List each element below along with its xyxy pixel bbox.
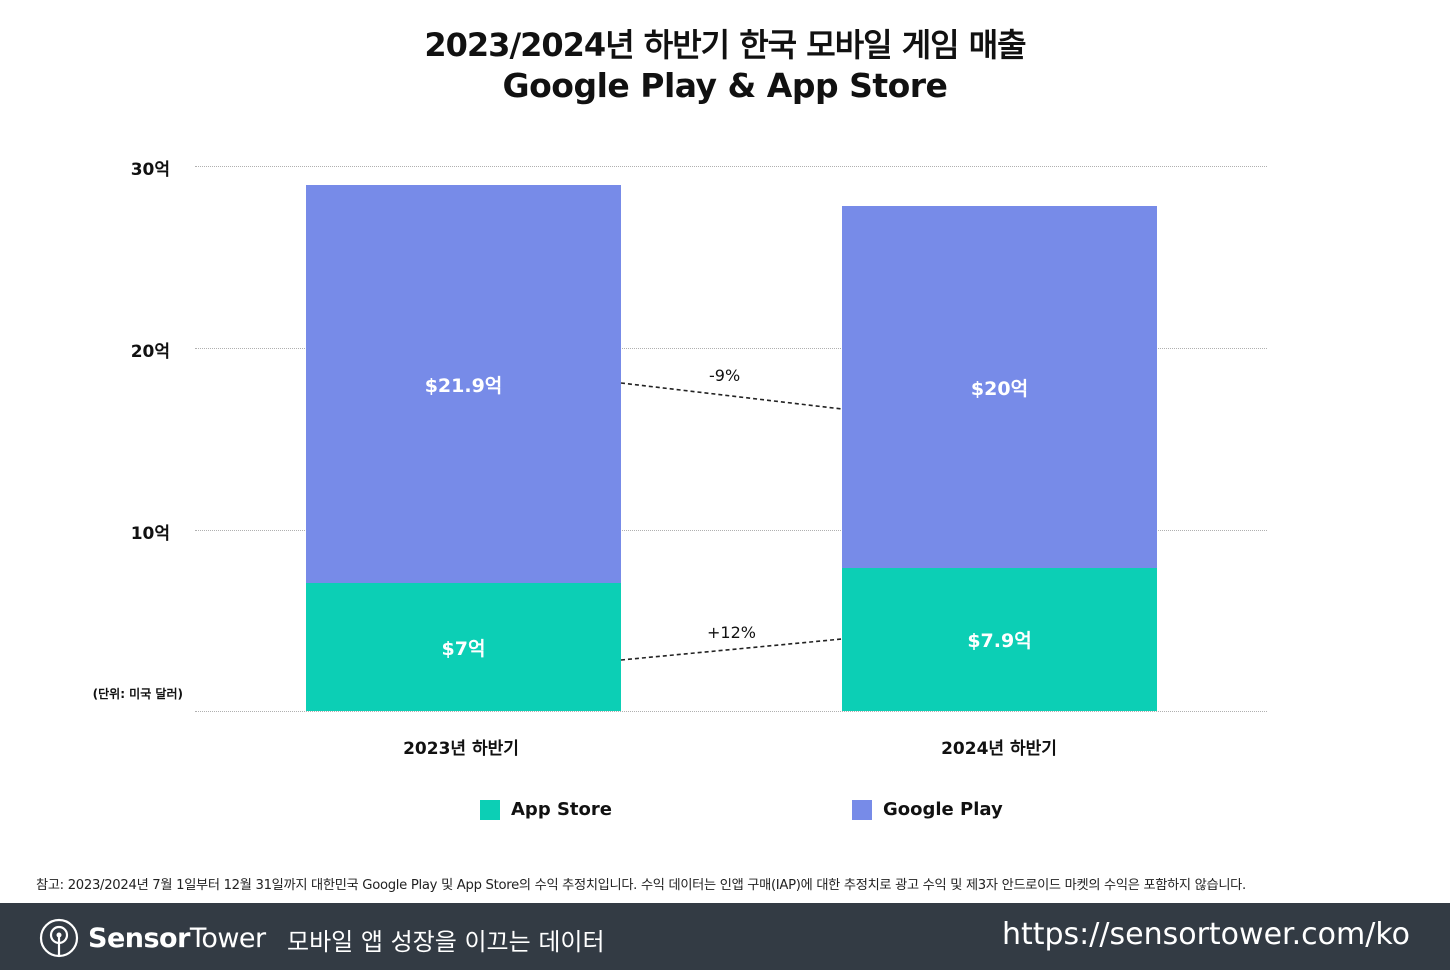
app-store-connector (620, 638, 843, 661)
google-play-change: -9% (709, 366, 741, 385)
value-label: $21.9억 (424, 374, 503, 397)
footnote: 참고: 2023/2024년 7월 1일부터 12월 31일까지 대한민국 Go… (36, 878, 1246, 893)
app-store-swatch (480, 799, 500, 820)
bar-2023-app-store: $7억 (306, 583, 621, 711)
google-play-connector (620, 382, 843, 410)
gridline-30 (195, 166, 1267, 167)
gridline-0 (195, 711, 1267, 712)
bar-2024-google-play: $20억 (842, 206, 1157, 568)
footer-bar: SensorTower 모바일 앱 성장을 이끄는 데이터 https://se… (0, 903, 1450, 970)
tagline: 모바일 앱 성장을 이끄는 데이터 (287, 928, 605, 956)
y-tick-30: 30억 (130, 160, 170, 180)
value-label: $20억 (970, 377, 1029, 400)
gridline-20 (195, 348, 1267, 349)
bar-2023-google-play: $21.9억 (306, 185, 621, 583)
x-label-2024: 2024년 하반기 (941, 739, 1057, 759)
app-store-change: +12% (707, 623, 756, 642)
y-tick-10: 10억 (130, 524, 170, 544)
legend-app-store: App Store (480, 799, 612, 820)
chart-subtitle: Google Play & App Store (502, 66, 948, 105)
gridline-10 (195, 530, 1267, 531)
x-label-2023: 2023년 하반기 (403, 739, 519, 759)
y-tick-20: 20억 (130, 342, 170, 362)
chart-title: 2023/2024년 하반기 한국 모바일 게임 매출 (424, 26, 1026, 64)
legend-label: Google Play (883, 799, 1003, 820)
sensor-tower-icon (39, 918, 79, 958)
brand-logo: SensorTower (38, 917, 266, 959)
unit-label: (단위: 미국 달러) (92, 687, 183, 701)
value-label: $7억 (441, 637, 486, 660)
value-label: $7.9억 (967, 630, 1032, 652)
bar-2024-app-store: $7.9억 (842, 568, 1157, 711)
bar-2024: $20억 $7.9억 (842, 206, 1157, 711)
google-play-swatch (852, 799, 872, 820)
legend-google-play: Google Play (852, 799, 1003, 820)
brand-name: SensorTower (88, 922, 266, 954)
website-url[interactable]: https://sensortower.com/ko (1001, 917, 1410, 952)
legend-label: App Store (511, 799, 612, 820)
bar-2023: $21.9억 $7억 (306, 185, 621, 711)
